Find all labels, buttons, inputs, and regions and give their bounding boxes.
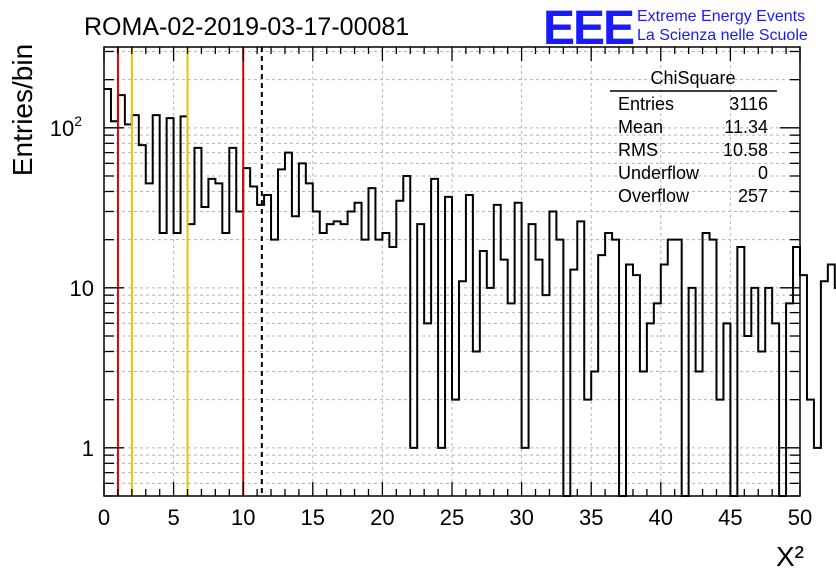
stats-value: 10.58	[723, 140, 768, 160]
logo-mark: EEE	[543, 2, 634, 55]
y-tick-label: 1	[82, 436, 94, 461]
eee-logo: EEE Extreme Energy Events La Scienza nel…	[543, 2, 808, 55]
x-axis: 0 5 10 15 20 25 30 35 40 45 50	[98, 47, 812, 530]
stats-label: RMS	[618, 140, 658, 160]
stats-label: Entries	[618, 94, 674, 114]
stats-label: Mean	[618, 117, 663, 137]
chart-title: ROMA-02-2019-03-17-00081	[84, 13, 409, 41]
logo-line-1: Extreme Energy Events	[637, 8, 805, 25]
stats-value: 0	[758, 163, 768, 183]
x-tick-label: 25	[440, 505, 464, 530]
x-tick-label: 15	[301, 505, 325, 530]
y-tick-label: 10	[70, 276, 94, 301]
stats-value: 11.34	[724, 117, 768, 137]
logo-line-2: La Scienza nelle Scuole	[637, 27, 808, 44]
stats-rows: Entries 3116 Mean 11.34 RMS 10.58 Underflow 0 Ov…	[618, 94, 768, 206]
x-tick-label: 30	[509, 505, 533, 530]
x-tick-label: 50	[788, 505, 812, 530]
x-tick-label: 5	[167, 505, 179, 530]
stats-label: Overflow	[618, 186, 690, 206]
y-axis: 1 10 102	[50, 50, 800, 497]
stats-box: ChiSquare Entries 3116 Mean 11.34 RMS 10.58 Un…	[610, 68, 777, 206]
reference-lines	[116, 47, 263, 496]
stats-value: 257	[738, 186, 768, 206]
stats-value: 3116	[729, 94, 768, 114]
x-tick-label: 40	[649, 505, 673, 530]
x-tick-label: 35	[579, 505, 603, 530]
x-tick-label: 0	[98, 505, 110, 530]
histogram	[104, 87, 836, 497]
x-tick-label: 10	[231, 505, 255, 530]
x-tick-label: 45	[718, 505, 742, 530]
stats-label: Underflow	[618, 163, 700, 183]
x-tick-label: 20	[370, 505, 394, 530]
y-tick-label: 102	[50, 113, 82, 141]
histogram-outline	[104, 87, 836, 497]
x-axis-label: X²	[776, 541, 804, 572]
stats-title: ChiSquare	[650, 68, 735, 88]
y-axis-label: Entries/bin	[7, 44, 38, 176]
